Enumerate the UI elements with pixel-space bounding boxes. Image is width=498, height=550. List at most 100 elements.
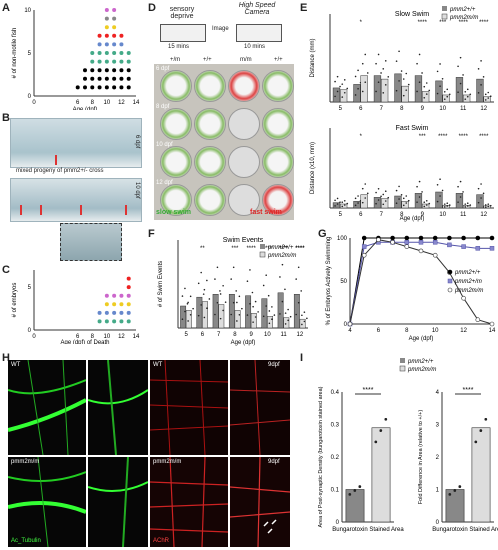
scatter-dot bbox=[416, 90, 418, 93]
x-tick-label: 8 bbox=[233, 332, 237, 338]
x-tick-label: 12 bbox=[118, 100, 125, 106]
scatter-dot bbox=[405, 195, 408, 197]
scatter-dot bbox=[281, 300, 284, 303]
scatter-dot bbox=[187, 320, 189, 322]
data-point bbox=[104, 310, 109, 315]
y-tick-label: 0.2 bbox=[331, 455, 340, 461]
scatter-dot bbox=[184, 310, 186, 313]
legend-label: pmm2m/m bbox=[407, 367, 436, 373]
data-point bbox=[432, 235, 438, 241]
scatter-dot bbox=[230, 278, 232, 280]
y-axis-label: Distance (x10, mm) bbox=[310, 142, 316, 194]
scatter-dot bbox=[448, 204, 451, 206]
scatter-dot bbox=[439, 178, 441, 180]
data-point bbox=[83, 76, 87, 81]
scatter-dot bbox=[474, 440, 478, 444]
scatter-dot bbox=[484, 204, 487, 206]
scatter-dot bbox=[364, 81, 367, 83]
scatter-dot bbox=[458, 485, 462, 488]
scatter-dot bbox=[284, 323, 287, 325]
scatter-dot bbox=[459, 196, 462, 198]
bar bbox=[471, 427, 491, 523]
scatter-dot bbox=[186, 303, 189, 305]
scatter-dot bbox=[405, 89, 408, 91]
scatter-dot bbox=[418, 196, 421, 198]
data-point bbox=[418, 235, 424, 241]
scatter-dot bbox=[246, 280, 249, 283]
bar bbox=[394, 195, 402, 209]
scatter-dot bbox=[457, 65, 459, 68]
bar bbox=[463, 205, 471, 209]
data-point bbox=[104, 59, 109, 64]
scatter-dot bbox=[402, 94, 405, 97]
y-tick-label: 0 bbox=[28, 94, 32, 100]
legend-label: pmm2m/m bbox=[454, 288, 483, 294]
data-point bbox=[112, 33, 117, 38]
scatter-dot bbox=[457, 201, 459, 203]
petri-dish bbox=[228, 108, 260, 140]
chart-title: Fast Swim bbox=[396, 125, 429, 132]
scatter-dot bbox=[484, 93, 487, 96]
y-axis-label: # of non-motile fish bbox=[12, 28, 18, 79]
petri-dish bbox=[262, 184, 294, 216]
bar bbox=[234, 310, 241, 329]
arrow-b2 bbox=[20, 205, 22, 215]
scatter-dot bbox=[339, 85, 341, 88]
x-tick-label: 8 bbox=[91, 334, 95, 340]
x-tick-label: 5 bbox=[184, 332, 188, 338]
legend-fast-swim: fast swim bbox=[250, 209, 282, 216]
bar bbox=[277, 292, 284, 329]
bar bbox=[394, 73, 402, 103]
legend-slow-swim: slow swim bbox=[156, 209, 192, 216]
scatter-dot bbox=[216, 301, 219, 304]
scatter-dot bbox=[384, 190, 387, 192]
scatter-dot bbox=[423, 205, 426, 208]
data-point bbox=[97, 59, 102, 64]
panel-letter-a: A bbox=[2, 2, 10, 14]
significance-label: **** bbox=[479, 20, 489, 26]
data-point bbox=[404, 235, 410, 241]
scatter-dot bbox=[464, 98, 467, 100]
data-point bbox=[119, 319, 124, 324]
scatter-dot bbox=[443, 206, 446, 208]
data-point bbox=[104, 42, 109, 47]
scatter-dot bbox=[341, 201, 344, 203]
tank-photo-6dpf bbox=[10, 118, 142, 168]
scatter-dot bbox=[380, 195, 382, 198]
scatter-dot bbox=[375, 62, 377, 65]
legend-swatch bbox=[400, 358, 405, 363]
x-tick-label: 6 bbox=[201, 332, 205, 338]
scatter-dot bbox=[301, 323, 303, 326]
scatter-dot bbox=[197, 314, 200, 317]
data-point bbox=[126, 302, 131, 307]
scatter-dot bbox=[262, 284, 265, 287]
data-point bbox=[90, 76, 95, 81]
scatter-dot bbox=[480, 84, 482, 86]
legend-label: pmm2+/m bbox=[454, 279, 482, 285]
chart-g: 4 6 8 10 12 14 0 50 100 Age (dpf) % of Embryos Act… bbox=[326, 235, 496, 342]
scatter-dot bbox=[343, 91, 346, 94]
scatter-dot bbox=[354, 204, 357, 207]
petri-dish bbox=[194, 108, 226, 140]
petri-dish bbox=[228, 146, 260, 178]
image-mut-achr-zoom bbox=[230, 457, 290, 547]
bar bbox=[422, 91, 430, 103]
scatter-dot bbox=[265, 305, 267, 307]
scatter-dot bbox=[279, 313, 281, 315]
legend-label: pmm2+/+ bbox=[449, 7, 476, 13]
y-axis-label: Fold Difference in Area (relative to +/+… bbox=[418, 410, 424, 505]
bar bbox=[360, 75, 368, 103]
scatter-dot bbox=[334, 80, 336, 83]
chart-e: 5 6 7 8 9 10 11 12* **** *** **** ****Slow SwimDist… bbox=[310, 6, 494, 222]
bar bbox=[455, 193, 464, 209]
bar bbox=[373, 75, 382, 103]
scatter-dot bbox=[398, 185, 400, 188]
scatter-dot bbox=[436, 70, 439, 73]
data-point bbox=[119, 51, 124, 55]
scatter-dot bbox=[232, 266, 235, 269]
y-tick-label: 4 bbox=[436, 390, 440, 396]
bar bbox=[476, 194, 484, 209]
scatter-dot bbox=[354, 75, 357, 78]
scatter-dot bbox=[487, 91, 490, 94]
data-point bbox=[90, 51, 95, 55]
